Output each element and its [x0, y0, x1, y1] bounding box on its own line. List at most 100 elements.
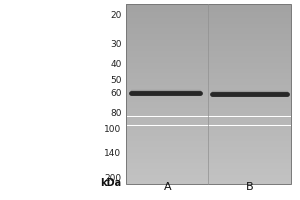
Bar	[126, 168, 291, 169]
Bar	[126, 126, 291, 127]
Bar	[126, 140, 291, 142]
Bar	[126, 160, 291, 162]
Bar	[126, 49, 291, 50]
Bar	[126, 75, 291, 76]
Bar	[126, 31, 291, 32]
Bar	[126, 175, 291, 176]
Bar	[126, 178, 291, 180]
Bar	[126, 164, 291, 166]
Bar	[126, 55, 291, 56]
Text: A: A	[164, 182, 171, 192]
Bar	[126, 47, 291, 49]
Bar	[126, 151, 291, 152]
Bar	[126, 136, 291, 138]
Bar	[126, 76, 291, 78]
Bar	[126, 156, 291, 157]
Text: 100: 100	[104, 125, 122, 134]
Text: B: B	[246, 182, 253, 192]
Bar	[126, 180, 291, 181]
Bar	[126, 60, 291, 61]
Bar	[126, 103, 291, 104]
Text: 200: 200	[104, 174, 122, 183]
Bar	[126, 78, 291, 79]
Bar	[126, 144, 291, 145]
Bar	[126, 134, 291, 136]
Bar	[126, 121, 291, 122]
Bar	[126, 56, 291, 58]
Bar	[126, 142, 291, 144]
Bar	[126, 26, 291, 28]
Bar	[126, 25, 291, 26]
Bar	[126, 85, 291, 86]
Bar	[126, 152, 291, 154]
Bar	[126, 10, 291, 11]
Bar	[126, 72, 291, 73]
Bar	[126, 91, 291, 92]
Bar	[126, 79, 291, 81]
Bar	[126, 43, 291, 45]
Bar	[126, 42, 291, 43]
Text: 40: 40	[110, 60, 122, 69]
Bar	[126, 53, 291, 55]
Bar	[126, 145, 291, 146]
Bar	[126, 101, 291, 103]
Bar	[126, 112, 291, 114]
Bar	[126, 73, 291, 75]
Bar	[126, 21, 291, 22]
Bar	[126, 69, 291, 70]
Bar	[126, 116, 291, 118]
Bar	[126, 115, 291, 116]
Bar	[126, 18, 291, 19]
Bar	[126, 97, 291, 99]
Text: 30: 30	[110, 40, 122, 49]
Bar	[126, 70, 291, 72]
Bar	[126, 16, 291, 18]
Bar	[126, 62, 291, 64]
Bar	[126, 96, 291, 97]
Text: kDa: kDa	[100, 178, 122, 188]
Bar	[126, 181, 291, 182]
Bar	[126, 113, 291, 115]
Text: 80: 80	[110, 109, 122, 118]
Text: 60: 60	[110, 89, 122, 98]
Bar	[126, 7, 291, 9]
Bar	[126, 51, 291, 52]
Bar	[126, 106, 291, 108]
Bar	[126, 154, 291, 156]
Bar	[126, 36, 291, 37]
Bar	[126, 133, 291, 134]
Bar	[126, 22, 291, 23]
Bar	[126, 176, 291, 178]
Bar	[126, 124, 291, 126]
Bar	[126, 4, 291, 5]
Bar	[126, 81, 291, 82]
Bar	[126, 28, 291, 30]
Bar	[126, 52, 291, 53]
Bar	[126, 4, 291, 184]
Bar	[126, 100, 291, 102]
Bar	[126, 158, 291, 160]
Bar	[126, 40, 291, 42]
Bar	[126, 37, 291, 38]
Bar	[126, 99, 291, 100]
Bar	[126, 162, 291, 163]
Bar	[126, 11, 291, 13]
Bar	[126, 150, 291, 151]
Bar	[126, 166, 291, 168]
Bar	[126, 173, 291, 175]
Bar	[126, 46, 291, 47]
Bar	[126, 45, 291, 46]
Bar	[126, 130, 291, 132]
Bar	[126, 58, 291, 60]
Bar	[126, 61, 291, 62]
Bar	[126, 182, 291, 184]
Bar	[126, 146, 291, 148]
Bar	[126, 94, 291, 96]
Bar	[126, 90, 291, 91]
Bar	[126, 8, 291, 10]
Bar	[126, 34, 291, 36]
Bar	[126, 157, 291, 158]
Bar	[126, 38, 291, 40]
Bar	[126, 88, 291, 90]
Bar	[126, 139, 291, 140]
